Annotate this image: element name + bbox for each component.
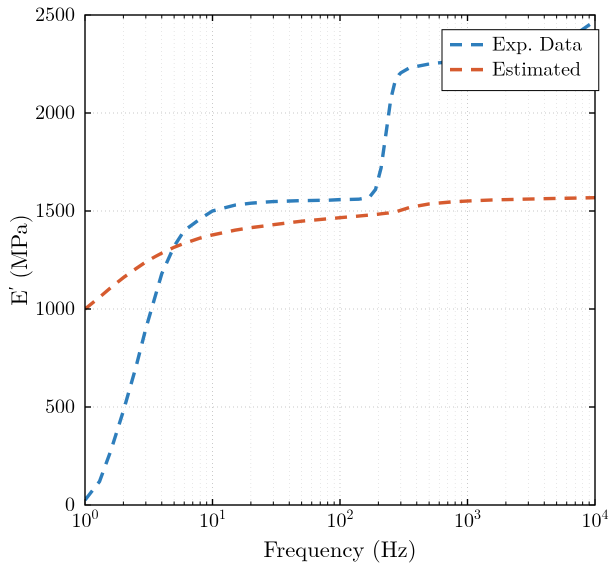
storage-modulus-chart: 10010110210310405001000150020002500Frequ… [0,0,613,582]
y-tick-label: 0 [65,489,75,517]
legend-label: Estimated [492,54,581,82]
y-tick-label: 500 [45,391,75,419]
legend: Exp. DataEstimated [442,29,599,91]
legend-label: Exp. Data [492,29,582,57]
y-tick-label: 2500 [35,0,75,27]
y-tick-label: 1500 [35,195,75,223]
x-axis-label: Frequency (Hz) [264,532,417,564]
y-tick-label: 2000 [35,97,75,125]
y-axis-label: E′ (MPa) [2,214,34,305]
y-tick-label: 1000 [35,293,75,321]
